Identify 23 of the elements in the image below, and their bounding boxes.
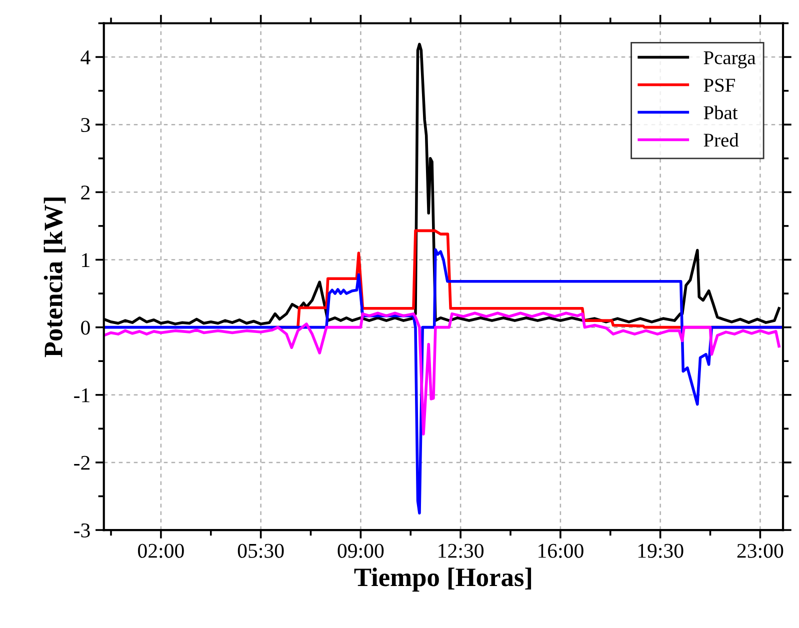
x-tick-label: 02:00	[138, 544, 184, 558]
legend-label: Pbat	[704, 106, 738, 120]
x-tick-label: 12:30	[438, 544, 484, 558]
y-tick-label: -2	[74, 456, 90, 470]
x-axis-title: Tiempo [Horas]	[354, 568, 532, 592]
y-tick-label: 1	[82, 253, 90, 267]
line-series	[104, 312, 780, 436]
y-tick-label: 0	[81, 320, 90, 335]
y-axis-title: Potencia [kW]	[44, 198, 66, 358]
y-tick-label: 4	[80, 50, 90, 64]
x-tick-label: 19:30	[638, 544, 684, 558]
legend-label: Pcarga	[704, 51, 756, 68]
x-tick-label: 16:00	[538, 544, 584, 558]
legend-label: Pred	[704, 133, 739, 147]
y-tick-label: 2	[81, 186, 90, 200]
legend-label: PSF	[704, 78, 735, 92]
x-tick-label: 05:30	[238, 544, 284, 558]
y-tick-label: -1	[74, 388, 90, 402]
line-series	[104, 248, 784, 515]
y-tick-label: 3	[81, 118, 90, 132]
x-tick-label: 09:00	[338, 544, 384, 558]
y-tick-label: -3	[74, 523, 90, 538]
x-tick-label: 23:00	[737, 544, 784, 558]
